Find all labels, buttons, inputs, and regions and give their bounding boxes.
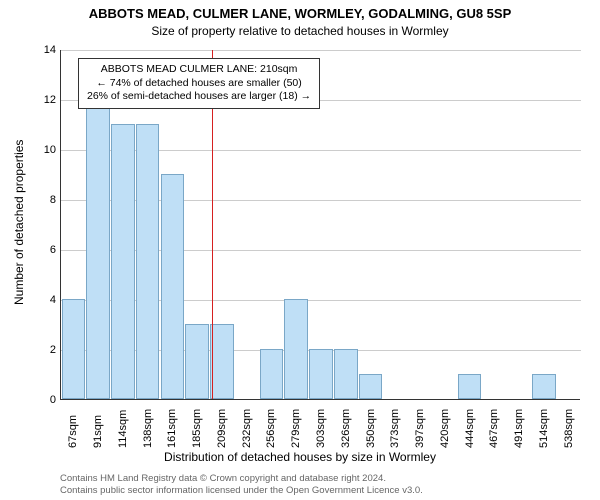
histogram-bar [309,349,333,399]
histogram-bar [210,324,234,399]
x-tick-label: 326sqm [340,409,352,448]
property-size-histogram: ABBOTS MEAD, CULMER LANE, WORMLEY, GODAL… [0,0,600,500]
x-tick-label: 397sqm [414,409,426,448]
x-tick-label: 373sqm [389,409,401,448]
histogram-bar [532,374,556,399]
histogram-bar [111,124,135,399]
chart-title-main: ABBOTS MEAD, CULMER LANE, WORMLEY, GODAL… [0,6,600,21]
x-tick-label: 209sqm [216,409,228,448]
x-tick-label: 350sqm [365,409,377,448]
histogram-bar [136,124,160,399]
histogram-bar [458,374,482,399]
histogram-bar [62,299,86,399]
y-axis-label: Number of detached properties [12,140,26,305]
y-tick-label: 8 [36,194,56,206]
annotation-line-2: ← 74% of detached houses are smaller (50… [87,77,311,91]
histogram-bar [185,324,209,399]
y-tick-label: 10 [36,144,56,156]
x-tick-label: 303sqm [315,409,327,448]
histogram-bar [86,99,110,399]
x-tick-label: 420sqm [439,409,451,448]
x-axis-label: Distribution of detached houses by size … [0,450,600,464]
x-tick-label: 91sqm [92,415,104,448]
histogram-bar [260,349,284,399]
x-tick-label: 444sqm [464,409,476,448]
histogram-bar [359,374,383,399]
footer-line-1: Contains HM Land Registry data © Crown c… [60,473,423,484]
chart-title-sub: Size of property relative to detached ho… [0,24,600,38]
annotation-line-3: 26% of semi-detached houses are larger (… [87,90,311,104]
y-tick-label: 2 [36,344,56,356]
x-tick-label: 67sqm [67,415,79,448]
x-tick-label: 467sqm [488,409,500,448]
histogram-bar [284,299,308,399]
x-tick-label: 185sqm [191,409,203,448]
y-tick-label: 14 [36,44,56,56]
annotation-line-1: ABBOTS MEAD CULMER LANE: 210sqm [87,63,311,77]
y-tick-label: 12 [36,94,56,106]
footer-attribution: Contains HM Land Registry data © Crown c… [60,473,423,496]
annotation-box: ABBOTS MEAD CULMER LANE: 210sqm ← 74% of… [78,58,320,109]
histogram-bar [161,174,185,399]
x-tick-label: 279sqm [290,409,302,448]
y-tick-label: 4 [36,294,56,306]
y-tick-label: 6 [36,244,56,256]
histogram-bar [334,349,358,399]
x-tick-label: 256sqm [265,409,277,448]
x-tick-label: 161sqm [166,409,178,448]
y-tick-label: 0 [36,394,56,406]
x-tick-label: 138sqm [142,409,154,448]
x-tick-label: 538sqm [563,409,575,448]
x-tick-label: 232sqm [241,409,253,448]
footer-line-2: Contains public sector information licen… [60,485,423,496]
x-tick-label: 114sqm [117,410,129,448]
x-tick-label: 514sqm [538,409,550,448]
gridline [61,50,581,51]
x-tick-label: 491sqm [513,409,525,448]
